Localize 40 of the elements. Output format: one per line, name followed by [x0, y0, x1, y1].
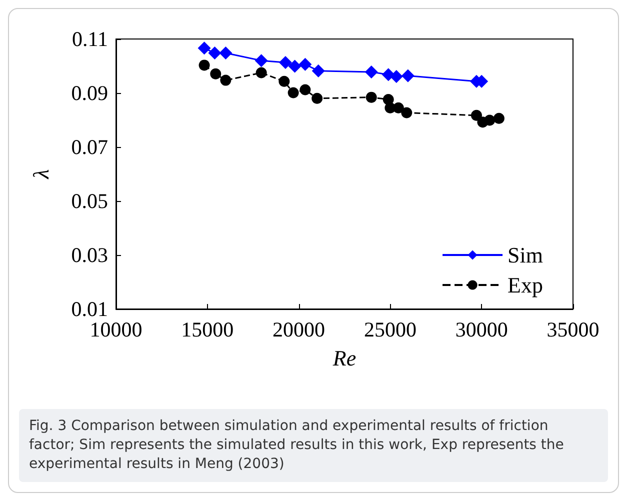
- x-tick-label: 30000: [455, 318, 508, 342]
- y-tick-label: 0.07: [71, 135, 108, 159]
- y-tick-label: 0.11: [72, 27, 108, 51]
- y-tick-label: 0.09: [71, 81, 108, 105]
- y-tick-label: 0.05: [71, 189, 108, 213]
- point: [278, 76, 290, 87]
- point: [198, 42, 211, 55]
- x-tick-label: 15000: [181, 318, 234, 342]
- point: [288, 60, 302, 73]
- point: [220, 74, 232, 86]
- point: [470, 110, 482, 121]
- legend-label: Exp: [508, 272, 543, 298]
- x-tick-label: 20000: [272, 318, 326, 342]
- point: [392, 102, 404, 114]
- point: [288, 87, 299, 98]
- caption: Fig. 3 Comparison between simulation and experimental results of friction factor; Sim represents the simulated results in this work, Exp represents the experimental results in Meng (2003): [19, 409, 608, 482]
- point: [278, 56, 292, 69]
- point: [484, 114, 496, 126]
- y-tick-label: 0.03: [71, 243, 108, 267]
- point: [300, 84, 311, 96]
- point: [312, 64, 325, 78]
- point: [256, 67, 267, 78]
- point: [401, 69, 414, 82]
- x-tick-label: 25000: [364, 318, 416, 342]
- point: [219, 46, 232, 60]
- point: [198, 60, 210, 71]
- point: [254, 54, 268, 68]
- point: [390, 70, 403, 84]
- x-axis-title: Re: [332, 346, 356, 370]
- point: [298, 58, 312, 71]
- y-axis-title: λ: [28, 169, 54, 180]
- x-tick-label: 35000: [546, 318, 600, 342]
- point: [493, 112, 504, 124]
- point: [312, 92, 323, 104]
- legend-label: Sim: [508, 242, 544, 268]
- point: [364, 65, 378, 78]
- point: [366, 92, 377, 103]
- point: [210, 68, 222, 80]
- point: [401, 107, 412, 118]
- point: [208, 46, 222, 60]
